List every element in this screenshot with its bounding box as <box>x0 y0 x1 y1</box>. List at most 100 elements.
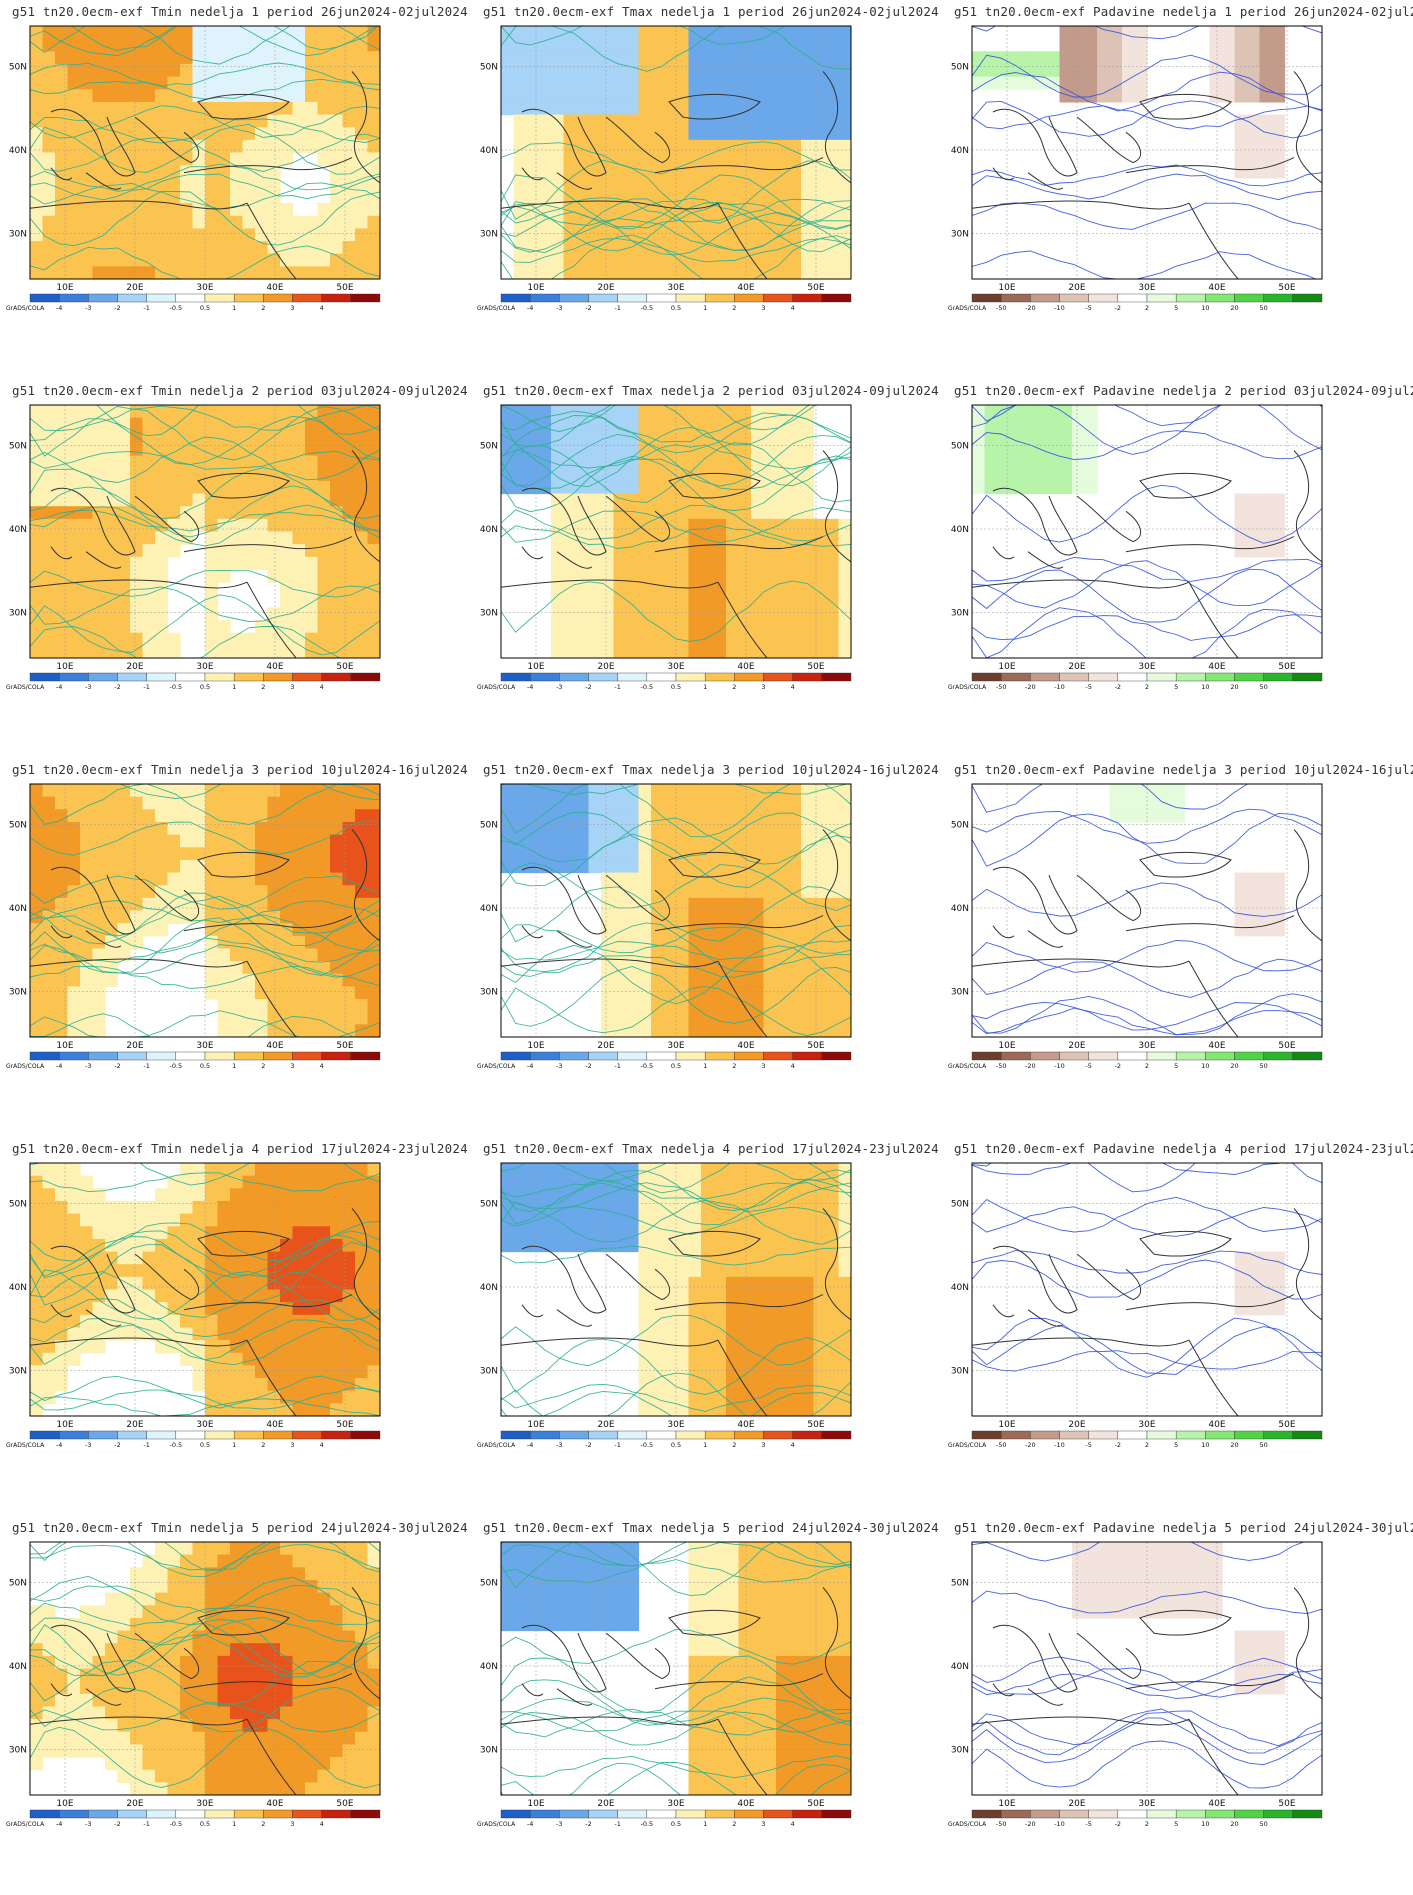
y-tick-label: 30N <box>480 987 498 997</box>
y-tick-label: 30N <box>9 1366 27 1376</box>
colorbar-segment <box>117 672 147 682</box>
colorbar-label: 0.5 <box>200 683 210 691</box>
colorbar-label: 1 <box>232 1820 236 1828</box>
colorbar-label: 4 <box>320 304 324 312</box>
x-tick-label: 20E <box>597 1041 614 1051</box>
colorbar-label: -20 <box>1025 304 1036 312</box>
panel-title: g51 tn20.0ecm-exf Tmin nedelja 3 period … <box>12 762 468 777</box>
map-panel-12: g51 tn20.0ecm-exf Padavine nedelja 4 per… <box>942 1137 1413 1516</box>
colorbar-label: -5 <box>1085 1441 1091 1449</box>
colorbar-label: -2 <box>585 683 591 691</box>
colorbar-segment <box>321 672 352 682</box>
colorbar-segment <box>1146 672 1177 682</box>
colorbar-label: 5 <box>1174 683 1178 691</box>
colorbar-label: 0.5 <box>200 1820 210 1828</box>
x-tick-label: 30E <box>667 283 684 293</box>
map-figure: 10E 20E 30E 40E 50E 50N 40N 30N -4 -3 -2 -1 -0.5 0.5 1… <box>6 783 381 1070</box>
shaded-field <box>30 1542 380 1795</box>
x-tick-label: 30E <box>1138 1041 1155 1051</box>
colorbar-label: 2 <box>1145 304 1149 312</box>
colorbar-label: -2 <box>114 1441 120 1449</box>
x-tick-label: 50E <box>807 1799 824 1809</box>
x-tick-label: 30E <box>667 1420 684 1430</box>
x-tick-label: 40E <box>737 283 754 293</box>
colorbar-label: -1 <box>143 1441 149 1449</box>
panel-title: g51 tn20.0ecm-exf Tmax nedelja 3 period … <box>483 762 939 777</box>
map-frame <box>500 1541 852 1796</box>
colorbar-label: -0.5 <box>169 1441 182 1449</box>
x-tick-label: 10E <box>527 1799 544 1809</box>
colorbar-segment <box>350 293 381 303</box>
colorbar-segment <box>29 293 60 303</box>
colorbar-segment <box>321 1051 352 1061</box>
colorbar-segment <box>792 672 823 682</box>
x-tick-label: 10E <box>56 1041 73 1051</box>
colorbar-label: -5 <box>1085 1820 1091 1828</box>
colorbar-segment <box>529 1430 560 1440</box>
x-tick-label: 30E <box>196 283 213 293</box>
colorbar-label: -1 <box>614 1441 620 1449</box>
colorbar-segment <box>1292 1051 1323 1061</box>
x-tick-label: 20E <box>1068 1420 1085 1430</box>
colorbar-label: 3 <box>290 683 294 691</box>
colorbar-segment <box>204 1051 235 1061</box>
map-figure: 10E 20E 30E 40E 50E 50N 40N 30N -4 -3 -2 -1 -0.5 0.5 1… <box>6 25 381 312</box>
x-tick-label: 20E <box>126 662 143 672</box>
map-panel-2: g51 tn20.0ecm-exf Tmax nedelja 1 period … <box>471 0 942 379</box>
colorbar-label: 2 <box>261 1820 265 1828</box>
colorbar-segment <box>763 1430 793 1440</box>
colorbar-segment <box>292 1430 322 1440</box>
colorbar-segment <box>1205 1809 1235 1819</box>
colorbar-segment <box>1263 672 1294 682</box>
panel-title: g51 tn20.0ecm-exf Padavine nedelja 4 per… <box>954 1141 1413 1156</box>
y-tick-label: 40N <box>9 1662 27 1672</box>
colorbar-segment <box>1234 1430 1264 1440</box>
map-panel-8: g51 tn20.0ecm-exf Tmax nedelja 3 period … <box>471 758 942 1137</box>
x-tick-label: 40E <box>737 1420 754 1430</box>
colorbar-label: 3 <box>761 1820 765 1828</box>
colorbar-label: 5 <box>1174 304 1178 312</box>
x-tick-label: 20E <box>1068 283 1085 293</box>
colorbar-label: -0.5 <box>169 304 182 312</box>
colorbar-segment <box>1117 1809 1148 1819</box>
x-tick-label: 10E <box>56 1799 73 1809</box>
x-tick-label: 30E <box>667 1799 684 1809</box>
colorbar: -4 -3 -2 -1 -0.5 0.5 1 2 3 4 GrADS/COLA <box>6 1809 381 1828</box>
colorbar-label: -10 <box>1054 1820 1065 1828</box>
y-tick-label: 30N <box>480 229 498 239</box>
x-tick-label: 40E <box>266 283 283 293</box>
y-tick-label: 40N <box>951 904 969 914</box>
y-tick-label: 40N <box>9 525 27 535</box>
y-tick-label: 50N <box>480 820 498 830</box>
colorbar-segment <box>1000 1051 1031 1061</box>
colorbar-segment <box>204 1809 235 1819</box>
colorbar: -4 -3 -2 -1 -0.5 0.5 1 2 3 4 GrADS/COLA <box>477 1430 852 1449</box>
x-tick-label: 30E <box>667 662 684 672</box>
colorbar-label: 2 <box>732 683 736 691</box>
shaded-field <box>972 1163 1322 1416</box>
colorbar-label: 2 <box>732 1820 736 1828</box>
colorbar-segment <box>704 1051 735 1061</box>
colorbar-label: -3 <box>85 683 91 691</box>
colorbar-segment <box>1234 293 1264 303</box>
colorbar-segment <box>675 1051 706 1061</box>
x-tick-label: 30E <box>1138 283 1155 293</box>
colorbar-segment <box>175 1051 206 1061</box>
colorbar-segment <box>617 1430 648 1440</box>
colorbar-segment <box>88 1809 118 1819</box>
colorbar-segment <box>58 1051 89 1061</box>
colorbar-label: -20 <box>1025 1820 1036 1828</box>
shaded-field <box>501 1163 851 1416</box>
map-figure: 10E 20E 30E 40E 50E 50N 40N 30N -4 -3 -2 -1 -0.5 0.5 1… <box>477 1541 852 1828</box>
colorbar-segment <box>233 1430 264 1440</box>
panel-title: g51 tn20.0ecm-exf Tmin nedelja 2 period … <box>12 383 468 398</box>
grads-source-label: GrADS/COLA <box>6 305 45 312</box>
colorbar-segment <box>292 1809 322 1819</box>
colorbar-segment <box>350 1809 381 1819</box>
colorbar-label: -4 <box>527 1441 533 1449</box>
shaded-field <box>972 1542 1322 1795</box>
colorbar-segment <box>1117 293 1148 303</box>
colorbar-label: 50 <box>1260 1062 1268 1070</box>
grads-source-label: GrADS/COLA <box>6 1442 45 1449</box>
colorbar-label: -4 <box>56 1062 62 1070</box>
